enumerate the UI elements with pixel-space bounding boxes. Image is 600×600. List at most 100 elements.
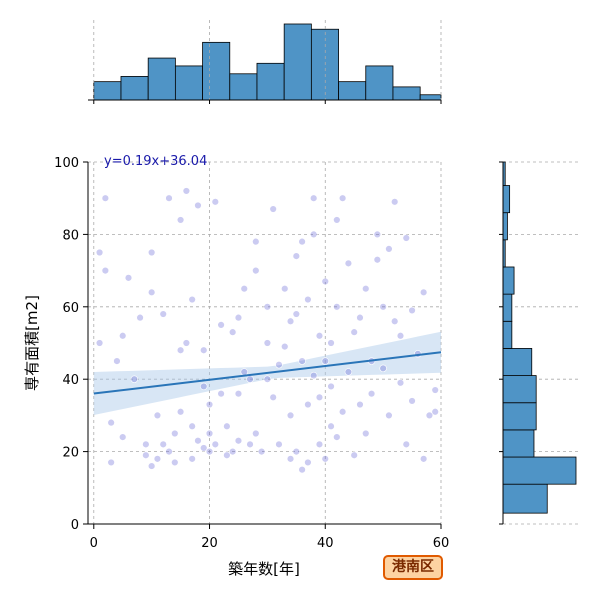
scatter-point bbox=[194, 437, 202, 445]
x-tick-label: 40 bbox=[317, 536, 334, 551]
scatter-point bbox=[350, 451, 358, 459]
right-histogram bbox=[499, 161, 580, 525]
scatter-point bbox=[252, 429, 260, 438]
scatter-point bbox=[292, 447, 301, 456]
scatter-point bbox=[321, 357, 329, 365]
scatter-point bbox=[304, 400, 312, 409]
scatter-point bbox=[309, 371, 318, 380]
scatter-point bbox=[338, 408, 347, 416]
top-histogram-bar bbox=[120, 76, 149, 101]
scatter-point bbox=[373, 230, 382, 239]
scatter-point bbox=[113, 357, 121, 365]
right-histogram-bar bbox=[502, 293, 513, 322]
scatter-point bbox=[211, 440, 220, 449]
top-histogram-bar bbox=[229, 73, 258, 101]
scatter-point bbox=[205, 447, 214, 456]
scatter-point bbox=[263, 375, 272, 383]
scatter-point bbox=[142, 440, 150, 449]
scatter-point bbox=[304, 295, 312, 304]
scatter-point bbox=[147, 248, 156, 257]
scatter-point bbox=[356, 313, 364, 322]
scatter-point bbox=[240, 285, 248, 293]
axes-layer: 0 20 40 60 0 20 40 60 80 100 bbox=[54, 156, 449, 551]
scatter-point bbox=[362, 285, 370, 293]
scatter-point bbox=[165, 447, 173, 456]
scatter-point bbox=[200, 382, 208, 391]
scatter-point bbox=[171, 458, 179, 467]
scatter-point bbox=[431, 408, 439, 416]
scatter-point bbox=[107, 458, 115, 467]
scatter-point bbox=[298, 466, 306, 474]
scatter-point bbox=[396, 332, 405, 340]
scatter-point bbox=[136, 313, 144, 322]
top-histogram-bar bbox=[174, 65, 203, 101]
right-histogram-bar bbox=[502, 266, 515, 295]
scatter-point bbox=[391, 317, 399, 325]
x-axis-title: 築年数[年] bbox=[228, 560, 300, 578]
scatter-point bbox=[176, 408, 185, 416]
scatter-point bbox=[228, 447, 237, 456]
scatter-point bbox=[391, 198, 399, 206]
scatter-point bbox=[263, 339, 272, 347]
scatter-point bbox=[234, 313, 243, 322]
scatter-point bbox=[147, 288, 156, 297]
scatter-point bbox=[315, 440, 324, 449]
scatter-point bbox=[211, 198, 220, 206]
scatter-point bbox=[240, 368, 248, 376]
scatter-point bbox=[350, 328, 358, 336]
scatter-point bbox=[130, 375, 138, 383]
right-histogram-bar bbox=[502, 212, 508, 241]
scatter-point bbox=[379, 303, 387, 311]
right-histogram-bar bbox=[502, 483, 548, 514]
points-layer bbox=[95, 187, 439, 474]
scatter-point bbox=[217, 321, 225, 329]
scatter-point bbox=[298, 357, 306, 365]
scatter-point bbox=[228, 328, 237, 336]
scatter-point bbox=[95, 339, 104, 347]
x-tick-label: 60 bbox=[433, 536, 450, 551]
scatter-point bbox=[188, 295, 196, 304]
top-histogram-bar bbox=[256, 62, 285, 101]
scatter-point bbox=[275, 361, 283, 369]
scatter-point bbox=[205, 400, 214, 409]
scatter-point bbox=[333, 433, 341, 441]
scatter-point bbox=[385, 411, 393, 420]
scatter-point bbox=[217, 389, 225, 398]
scatter-point bbox=[286, 411, 295, 420]
y-tick-label: 80 bbox=[62, 228, 79, 243]
regression-equation: y=0.19x+36.04 bbox=[104, 154, 207, 169]
right-histogram-bar bbox=[502, 185, 511, 214]
scatter-point bbox=[159, 310, 167, 318]
scatter-point bbox=[252, 266, 260, 275]
scatter-point bbox=[119, 332, 127, 340]
scatter-point bbox=[142, 451, 150, 459]
scatter-point bbox=[304, 458, 312, 467]
scatter-point bbox=[182, 187, 191, 195]
scatter-point bbox=[234, 389, 243, 398]
right-histogram-bar bbox=[502, 456, 577, 485]
scatter-point bbox=[419, 455, 428, 463]
scatter-point bbox=[107, 418, 115, 427]
scatter-point bbox=[223, 451, 231, 459]
scatter-point bbox=[298, 237, 306, 246]
top-histogram-bar bbox=[147, 57, 176, 101]
scatter-point bbox=[200, 444, 208, 452]
scatter-point bbox=[119, 433, 127, 441]
scatter-point bbox=[396, 379, 405, 387]
scatter-point bbox=[373, 256, 382, 264]
scatter-point bbox=[246, 440, 254, 449]
top-histogram-bar bbox=[93, 81, 122, 101]
scatter-point bbox=[194, 201, 202, 210]
y-tick-label: 0 bbox=[71, 518, 79, 533]
scatter-point bbox=[165, 194, 173, 202]
ward-badge: 港南区 bbox=[383, 555, 443, 580]
regression-line bbox=[93, 351, 442, 395]
scatter-point bbox=[315, 332, 324, 340]
scatter-point bbox=[408, 397, 416, 405]
top-histogram-bar bbox=[202, 41, 231, 101]
scatter-point bbox=[153, 455, 162, 463]
scatter-point bbox=[333, 303, 341, 311]
right-histogram-bar bbox=[502, 348, 533, 376]
scatter-point bbox=[315, 393, 324, 401]
scatter-point bbox=[269, 205, 277, 213]
